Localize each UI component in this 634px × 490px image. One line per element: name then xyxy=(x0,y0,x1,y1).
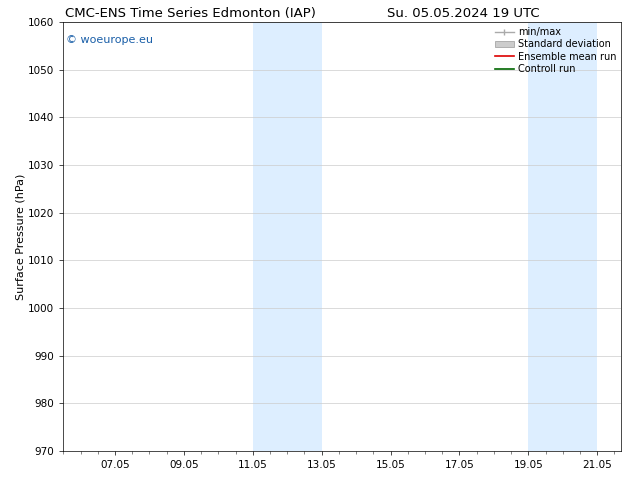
Text: CMC-ENS Time Series Edmonton (IAP): CMC-ENS Time Series Edmonton (IAP) xyxy=(65,7,316,21)
Text: Su. 05.05.2024 19 UTC: Su. 05.05.2024 19 UTC xyxy=(387,7,539,21)
Text: © woeurope.eu: © woeurope.eu xyxy=(66,35,153,45)
Bar xyxy=(528,22,597,451)
Y-axis label: Surface Pressure (hPa): Surface Pressure (hPa) xyxy=(15,173,25,299)
Bar xyxy=(253,22,321,451)
Legend: min/max, Standard deviation, Ensemble mean run, Controll run: min/max, Standard deviation, Ensemble me… xyxy=(492,24,619,77)
